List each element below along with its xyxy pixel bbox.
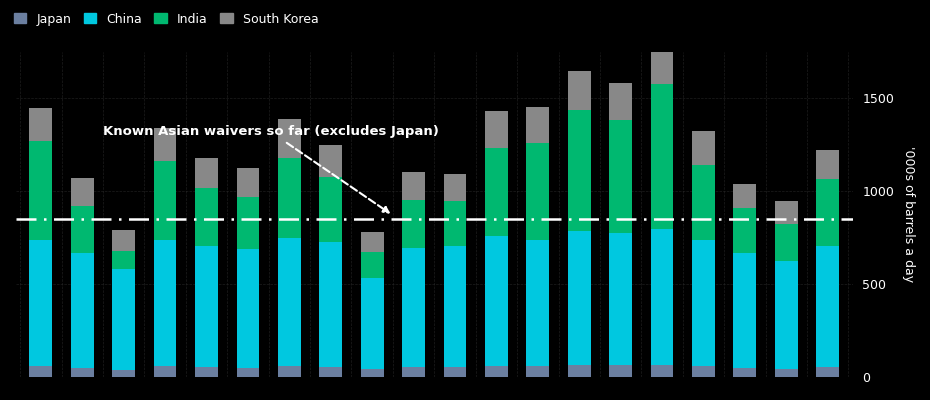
Bar (568, 71, 591, 110)
Bar (153, 240, 177, 366)
Bar (30, 108, 52, 141)
Bar (485, 236, 508, 366)
Bar (692, 131, 715, 165)
Bar (278, 238, 300, 366)
Bar (444, 367, 466, 377)
Y-axis label: '000s of barrels a day: '000s of barrels a day (902, 146, 915, 282)
Bar (195, 188, 218, 246)
Bar (113, 251, 135, 269)
Bar (71, 178, 94, 206)
Bar (651, 84, 673, 229)
Bar (319, 177, 342, 242)
Bar (568, 231, 591, 365)
Bar (775, 261, 798, 369)
Bar (485, 148, 508, 236)
Bar (568, 110, 591, 231)
Bar (319, 367, 342, 377)
Bar (361, 369, 383, 377)
Bar (609, 233, 632, 365)
Bar (319, 242, 342, 367)
Bar (30, 240, 52, 366)
Bar (71, 206, 94, 252)
Bar (775, 224, 798, 261)
Bar (236, 197, 259, 249)
Bar (817, 246, 839, 367)
Bar (236, 368, 259, 377)
Bar (278, 366, 300, 377)
Bar (402, 200, 425, 248)
Bar (734, 368, 756, 377)
Bar (692, 165, 715, 240)
Bar (734, 252, 756, 368)
Bar (526, 107, 550, 143)
Bar (402, 172, 425, 200)
Bar (236, 168, 259, 197)
Bar (195, 246, 218, 367)
Bar (195, 367, 218, 377)
Bar (651, 229, 673, 365)
Bar (526, 366, 550, 377)
Bar (609, 82, 632, 120)
Bar (113, 269, 135, 370)
Bar (71, 368, 94, 377)
Bar (71, 252, 94, 368)
Bar (817, 150, 839, 179)
Bar (361, 278, 383, 369)
Bar (485, 111, 508, 148)
Bar (775, 369, 798, 377)
Bar (526, 240, 550, 366)
Bar (775, 200, 798, 224)
Bar (402, 367, 425, 377)
Bar (651, 365, 673, 377)
Bar (30, 366, 52, 377)
Bar (734, 208, 756, 252)
Bar (817, 179, 839, 246)
Bar (195, 158, 218, 188)
Bar (734, 184, 756, 208)
Legend: Japan, China, India, South Korea: Japan, China, India, South Korea (14, 13, 318, 26)
Bar (526, 143, 550, 240)
Bar (319, 145, 342, 177)
Bar (236, 249, 259, 368)
Bar (361, 252, 383, 278)
Bar (278, 119, 300, 158)
Bar (692, 366, 715, 377)
Bar (609, 120, 632, 233)
Bar (113, 230, 135, 251)
Bar (444, 174, 466, 202)
Bar (817, 367, 839, 377)
Bar (113, 370, 135, 377)
Bar (278, 158, 300, 238)
Bar (568, 365, 591, 377)
Bar (361, 232, 383, 252)
Bar (153, 162, 177, 240)
Text: Known Asian waivers so far (excludes Japan): Known Asian waivers so far (excludes Jap… (103, 126, 439, 212)
Bar (485, 366, 508, 377)
Bar (153, 128, 177, 162)
Bar (444, 202, 466, 246)
Bar (651, 44, 673, 84)
Bar (30, 141, 52, 240)
Bar (692, 240, 715, 366)
Bar (444, 246, 466, 367)
Bar (153, 366, 177, 377)
Bar (609, 365, 632, 377)
Bar (402, 248, 425, 367)
